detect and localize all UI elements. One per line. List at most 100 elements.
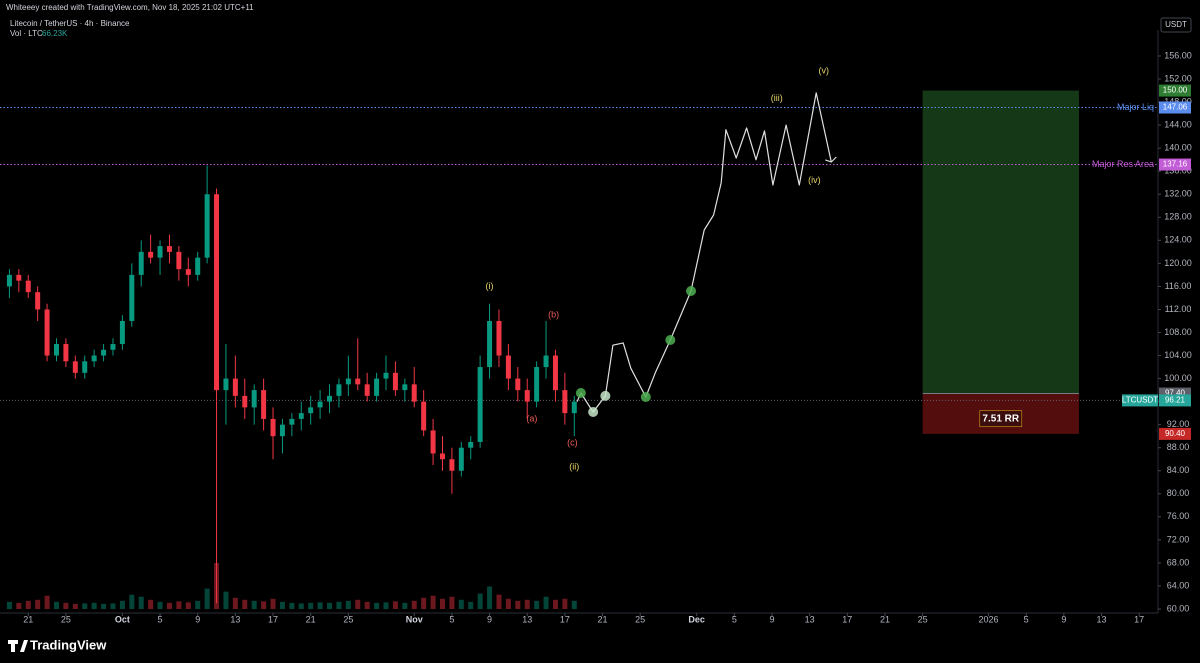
volume-bar [449,596,455,609]
candle-body [261,390,267,419]
candle-body [223,378,229,391]
volume-bar [421,597,427,609]
price-tag-label: 96.21 [1165,396,1186,405]
volume-bar [251,600,257,609]
volume-bar [129,594,135,609]
volume-bar [562,598,568,609]
x-tick-label: 21 [880,614,890,624]
candle-body [279,424,285,437]
candle-body [101,349,107,356]
wave-label: (iv) [808,175,821,185]
price-tag [1159,394,1191,407]
candle-body [185,269,191,275]
candle-body [53,344,59,356]
price-tag [1159,427,1191,440]
candle-body [176,251,182,270]
rr-label: 7.51 RR [982,413,1019,424]
wave-label: (ii) [569,462,579,472]
volume-bar [439,598,445,609]
volume-bar [317,602,323,609]
wave-point [686,286,697,297]
y-tick-label: 128.00 [1164,212,1192,222]
brand: TradingView [30,637,107,652]
wave-label: (v) [819,65,830,75]
candle-body [496,320,502,356]
candle-body [308,407,314,414]
level-name: Major Liq [1117,102,1154,112]
volume-bar [16,602,22,609]
y-tick-label: 136.00 [1164,166,1192,176]
volume-bar [308,602,314,609]
volume-bar [53,601,59,609]
x-tick-label: 25 [918,614,928,624]
price-tag [1159,101,1191,114]
volume-bar [458,599,464,609]
wave-label: (a) [526,413,537,423]
x-tick-label: 25 [635,614,645,624]
volume-bar [63,602,69,609]
volume-bar [289,602,295,609]
volume-bar [261,601,267,609]
projection-path [576,92,832,413]
candle-body [402,384,408,391]
volume-bar [355,599,361,609]
volume-bar [279,601,285,609]
target-zone [922,90,1079,394]
volume-bar [543,596,549,609]
volume-bar [223,591,229,609]
wave-label: (iii) [771,93,783,103]
candle-body [289,418,295,425]
x-tick-label: 17 [268,614,278,624]
x-tick-label: 5 [158,614,163,624]
wave-point [600,390,611,401]
volume-label: Vol · LTC [10,29,43,38]
candle-body [148,251,154,258]
currency-box[interactable] [1160,17,1192,33]
y-tick-label: 132.00 [1164,189,1192,199]
candle-body [204,194,210,258]
x-tick-label: 25 [61,614,71,624]
volume-bar [110,603,116,609]
y-tick-label: 64.00 [1167,580,1190,590]
volume-bar [374,602,380,609]
candle-body [6,274,12,287]
volume-bar [468,601,474,609]
x-tick-label: Nov [406,614,423,624]
y-tick-label: 108.00 [1164,327,1192,337]
candle-body [487,320,493,368]
volume-bar [534,600,540,609]
currency[interactable]: USDT [1165,20,1187,29]
volume-bar [487,586,493,609]
volume-bar [119,600,125,609]
symbol-name: LTCUSDT [1122,396,1158,405]
candle-body [298,413,304,419]
volume-bar [298,603,304,609]
x-tick-label: 5 [732,614,737,624]
candle-body [411,384,417,402]
y-tick-label: 112.00 [1165,304,1192,314]
volume-bar [430,595,436,609]
x-tick-label: 9 [487,614,492,624]
x-tick-label: 5 [1024,614,1029,624]
y-tick-label: 84.00 [1167,465,1190,475]
x-tick-label: 21 [598,614,608,624]
level-name: Major Res Area [1092,159,1154,169]
candle-body [232,378,238,396]
volume-bar [327,602,333,609]
volume-bar [496,594,502,609]
y-tick-label: 104.00 [1164,350,1192,360]
x-tick-label: 25 [343,614,353,624]
volume-bar [148,599,154,609]
volume-bar [515,600,521,609]
x-tick-label: 2026 [979,614,999,624]
candle-body [421,401,427,431]
candle-body [345,378,351,385]
wave-label: (i) [486,281,494,291]
author-line: Whiteeey created with TradingView.com, N… [6,3,254,12]
candle-body [477,367,483,442]
candle-body [16,274,22,281]
x-tick-label: 9 [1061,614,1066,624]
candle-body [72,361,78,373]
